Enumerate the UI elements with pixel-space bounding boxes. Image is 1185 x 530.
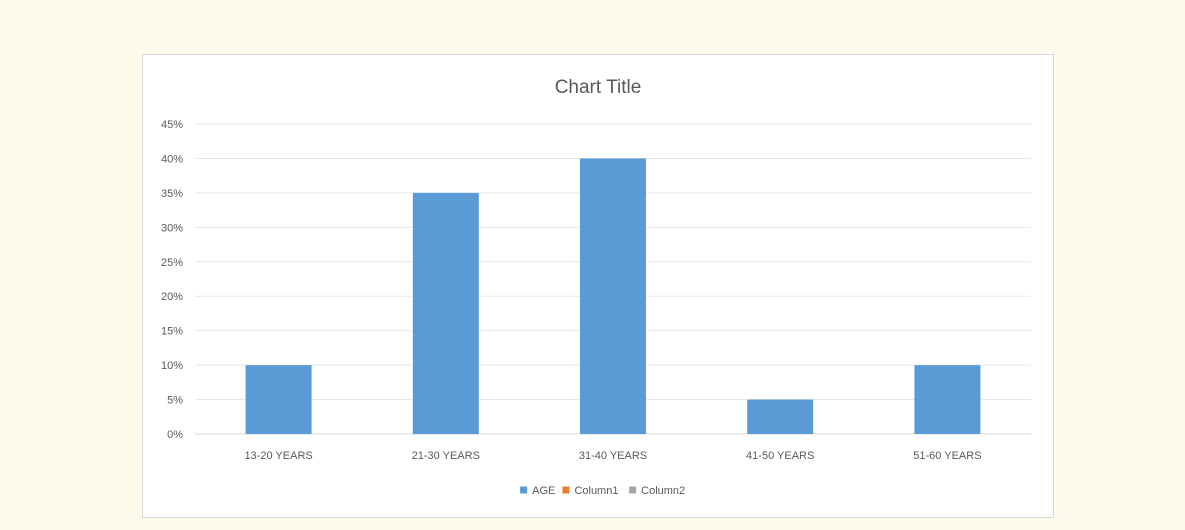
bar-5 (914, 365, 981, 434)
chart-card: Chart Title 0% 5% 10% 15% 20% 25% 30% 35% 40% 45%… (142, 54, 1054, 518)
x-axis-tick-labels: 13-20 YEARS 21-30 YEARS 31-40 YEARS 41-50 Y… (244, 450, 981, 462)
x-tick-label: 51-60 YEARS (913, 450, 981, 462)
legend-label: AGE (532, 485, 555, 497)
y-tick-label: 30% (161, 222, 183, 234)
chart-title: Chart Title (555, 77, 642, 98)
x-tick-label: 41-50 YEARS (746, 450, 814, 462)
legend: AGE Column1 Column2 (520, 485, 685, 497)
legend-swatch-2 (562, 486, 570, 494)
x-tick-label: 13-20 YEARS (244, 450, 312, 462)
bar-2 (412, 192, 479, 434)
y-tick-label: 40% (161, 153, 183, 165)
y-tick-label: 10% (161, 360, 183, 372)
legend-label: Column2 (641, 485, 685, 497)
y-tick-label: 25% (161, 257, 183, 269)
bars (245, 158, 981, 434)
y-tick-label: 0% (167, 429, 183, 441)
x-tick-label: 21-30 YEARS (412, 450, 480, 462)
bar-3 (580, 158, 646, 434)
bar-1 (245, 365, 312, 434)
bar-4 (747, 399, 814, 434)
legend-swatch-1 (520, 486, 528, 494)
y-tick-label: 45% (161, 119, 183, 131)
y-tick-label: 20% (161, 291, 183, 303)
y-tick-label: 35% (161, 188, 183, 200)
y-axis-tick-labels: 0% 5% 10% 15% 20% 25% 30% 35% 40% 45% (161, 119, 183, 441)
legend-swatch-3 (629, 486, 637, 494)
y-tick-label: 5% (167, 395, 183, 407)
legend-label: Column1 (574, 485, 618, 497)
chart-svg: Chart Title 0% 5% 10% 15% 20% 25% 30% 35% 40% 45%… (161, 77, 1031, 497)
x-tick-label: 31-40 YEARS (579, 450, 647, 462)
y-tick-label: 15% (161, 326, 183, 338)
